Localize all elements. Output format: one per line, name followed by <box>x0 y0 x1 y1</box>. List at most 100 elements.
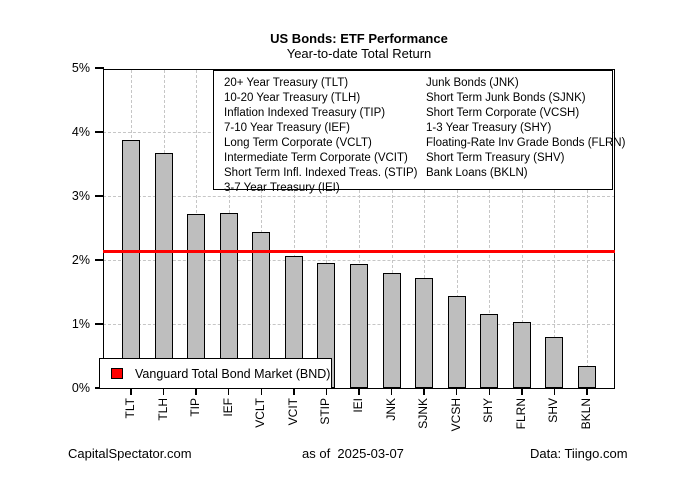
y-tick-label: 2% <box>71 253 90 267</box>
bar-BKLN <box>578 366 596 388</box>
y-tick-label: 4% <box>71 125 90 139</box>
etf-legend-box: 20+ Year Treasury (TLT) 10-20 Year Treasu… <box>213 70 625 194</box>
x-axis-label-VCLT: VCLT <box>253 397 284 428</box>
x-tick-mark <box>455 389 458 395</box>
x-axis-label-IEF: IEF <box>221 397 241 417</box>
x-axis-label-text: VCLT <box>253 398 268 428</box>
y-tick-mark <box>95 195 104 197</box>
chart-subtitle: Year-to-date Total Return <box>286 46 432 61</box>
legend-item: Short Term Junk Bonds (SJNK) <box>426 92 586 104</box>
bar-VCSH <box>447 296 466 388</box>
bar-TLT <box>122 139 140 388</box>
etf-legend-right-column: Junk Bonds (JNK) Short Term Junk Bonds (S… <box>426 76 625 181</box>
legend-item: Floating-Rate Inv Grade Bonds (FLRN) <box>426 137 626 149</box>
legend-item: Short Term Treasury (SHV) <box>426 152 565 164</box>
x-gridline <box>424 70 426 388</box>
y-tick-mark <box>95 259 104 261</box>
bar-SHV <box>545 336 564 388</box>
x-axis-label-text: STIP <box>318 398 333 425</box>
x-tick-mark <box>293 389 295 395</box>
y-tick-mark <box>95 67 104 69</box>
y-tick-label: 3% <box>71 189 90 203</box>
x-axis-label-SHY: SHY <box>481 397 507 423</box>
x-axis-label-SHV: SHV <box>546 397 572 423</box>
x-tick-mark <box>390 389 393 395</box>
bnd-legend-label: Vanguard Total Bond Market (BND) <box>135 366 331 381</box>
x-axis-label-TLH: TLH <box>156 397 180 421</box>
y-tick-mark <box>95 131 104 133</box>
x-axis-label-text: JNK <box>383 398 398 421</box>
x-gridline <box>326 70 328 388</box>
legend-item: 3-7 Year Treasury (IEI) <box>224 182 340 194</box>
legend-item: Junk Bonds (JNK) <box>426 77 519 89</box>
x-tick-mark <box>162 389 165 395</box>
x-tick-mark <box>358 389 360 395</box>
legend-item: Short Term Corporate (VCSH) <box>426 107 580 119</box>
x-axis-label-text: TIP <box>188 398 203 417</box>
x-axis-label-STIP: STIP <box>318 397 346 425</box>
x-axis-label-JNK: JNK <box>384 397 408 421</box>
x-tick-mark <box>227 389 230 395</box>
x-axis-label-FLRN: FLRN <box>514 397 546 429</box>
legend-item: 7-10 Year Treasury (IEF) <box>224 122 350 134</box>
x-gridline <box>391 70 393 388</box>
bar-TLH <box>154 153 173 388</box>
etf-legend-left-column: 20+ Year Treasury (TLT) 10-20 Year Treasu… <box>224 76 417 196</box>
plot-area-frame <box>103 69 615 389</box>
x-tick-mark <box>130 389 132 395</box>
x-tick-mark <box>553 389 556 395</box>
bnd-legend-box: Vanguard Total Bond Market (BND) <box>99 358 332 389</box>
x-gridline <box>456 70 458 388</box>
bnd-reference-line <box>103 249 615 253</box>
legend-item: 20+ Year Treasury (TLT) <box>224 77 349 89</box>
data-source-text: Data: Tiingo.com <box>530 446 628 461</box>
x-gridline <box>554 70 556 388</box>
x-tick-mark <box>521 389 523 395</box>
legend-item: Bank Loans (BKLN) <box>426 167 528 179</box>
x-tick-mark <box>488 389 491 395</box>
x-tick-mark <box>325 389 328 395</box>
y-tick-label: 0% <box>71 381 90 395</box>
x-axis-label-TIP: TIP <box>188 397 208 417</box>
bnd-red-swatch-icon <box>111 368 123 379</box>
x-axis-label-text: FLRN <box>513 398 528 430</box>
y-tick-label: 5% <box>71 61 90 75</box>
x-axis-label-text: TLT <box>123 398 137 419</box>
x-axis-label-TLT: TLT <box>123 397 144 418</box>
x-axis-label-text: VCIT <box>285 398 300 426</box>
legend-item: Short Term Infl. Indexed Treas. (STIP) <box>224 167 418 179</box>
legend-item: Inflation Indexed Treasury (TIP) <box>224 107 386 119</box>
x-axis-label-text: TLH <box>155 398 170 421</box>
y-tick-mark <box>95 323 104 325</box>
legend-item: 1-3 Year Treasury (SHY) <box>426 122 552 134</box>
x-tick-mark <box>423 389 425 395</box>
bar-IEI <box>350 263 368 388</box>
bar-JNK <box>382 273 401 388</box>
x-axis-label-BKLN: BKLN <box>579 397 611 429</box>
x-tick-mark <box>586 389 588 395</box>
bar-FLRN <box>512 322 531 388</box>
bar-SJNK <box>415 277 434 388</box>
x-tick-mark <box>260 389 263 395</box>
x-gridline <box>587 70 588 388</box>
as-of-date-text: as of 2025-03-07 <box>302 446 404 461</box>
x-axis-label-SJNK: SJNK <box>416 397 448 429</box>
x-axis-label-text: BKLN <box>579 398 593 430</box>
legend-item: Long Term Corporate (VCLT) <box>224 137 372 149</box>
x-axis-label-text: SJNK <box>416 398 431 429</box>
x-gridline <box>521 70 523 388</box>
x-gridline <box>261 70 263 388</box>
chart-title: US Bonds: ETF Performance <box>270 31 448 46</box>
x-gridline <box>489 70 491 388</box>
legend-item: 10-20 Year Treasury (TLH) <box>224 92 361 104</box>
x-gridline <box>359 70 360 388</box>
x-axis-label-text: IEI <box>351 398 365 413</box>
x-axis-label-text: IEF <box>220 398 235 417</box>
x-axis-label-text: SHV <box>546 398 561 423</box>
x-axis-label-VCSH: VCSH <box>449 397 483 431</box>
x-axis-label-text: VCSH <box>448 398 463 432</box>
x-axis-label-text: SHY <box>481 398 496 423</box>
x-tick-mark <box>195 389 197 395</box>
x-axis-label-VCIT: VCIT <box>286 397 314 425</box>
